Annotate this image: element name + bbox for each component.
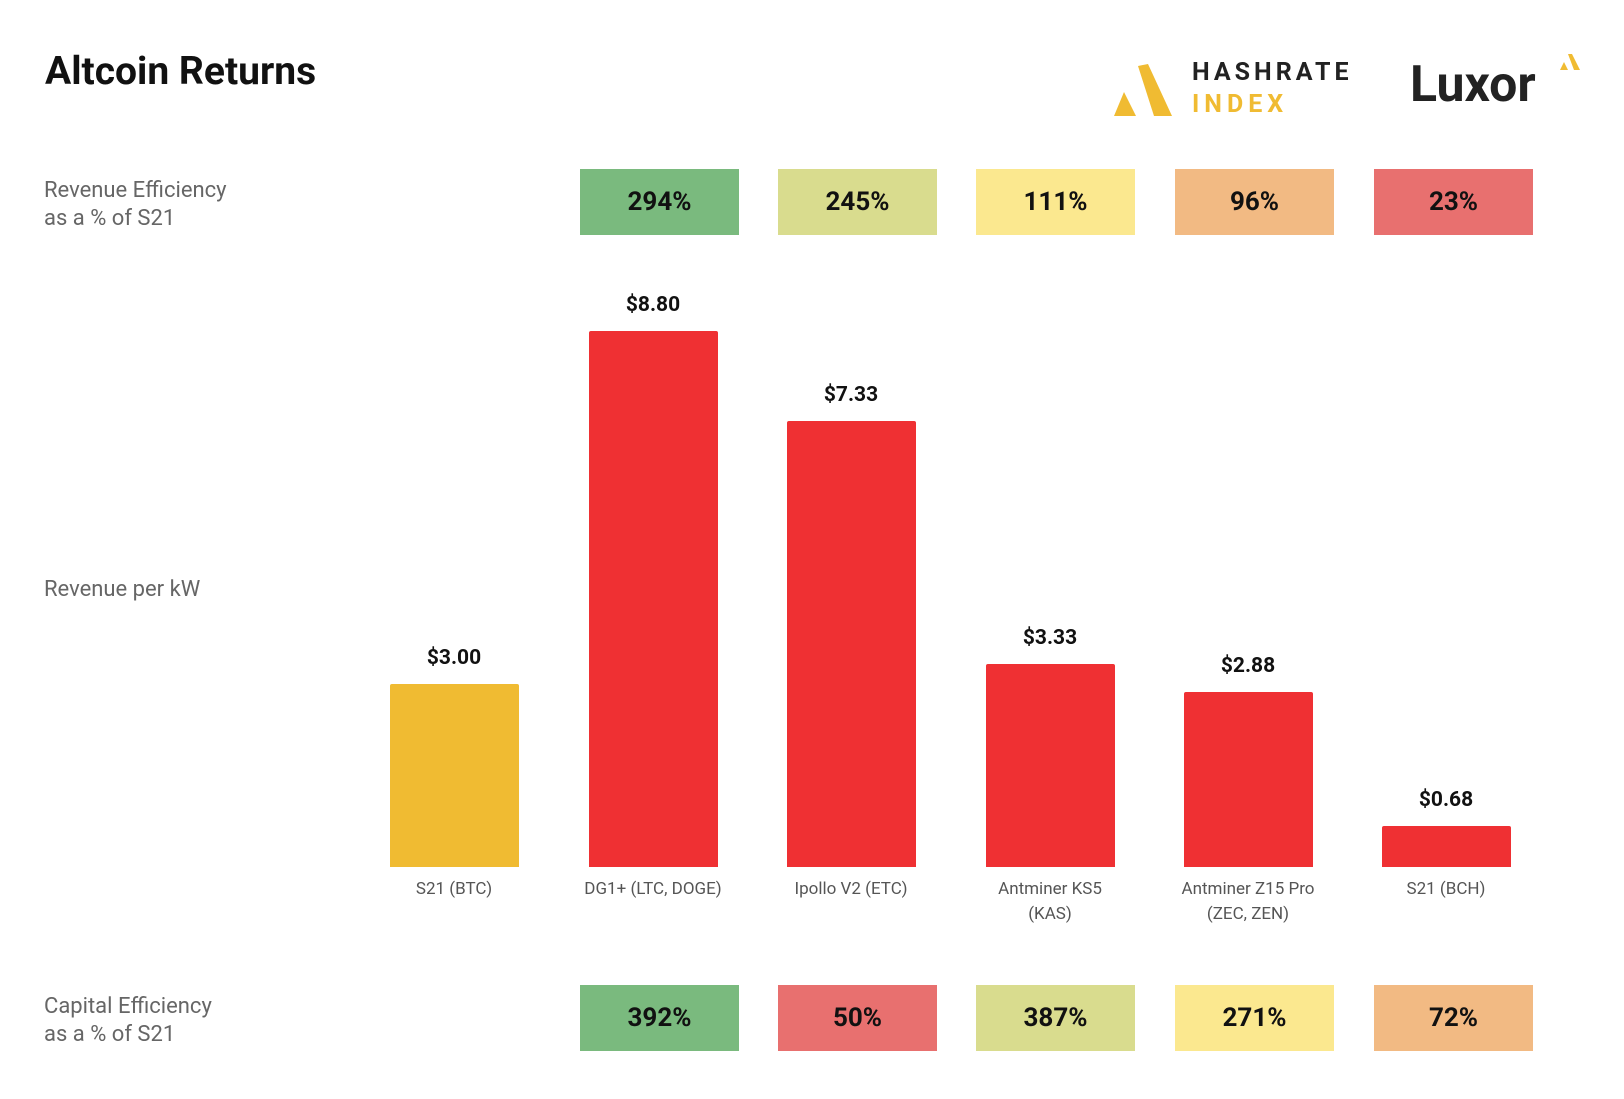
efficiency-cell: 72%: [1374, 985, 1533, 1051]
row-label: Capital Efficiency as a % of S21: [44, 994, 212, 1047]
bar: [1183, 691, 1313, 867]
value-label: $7.33: [823, 382, 879, 407]
title: Altcoin Returns: [45, 48, 317, 94]
x-tick-label: S21 (BTC): [415, 879, 493, 899]
hashrate-logo-text: HASHRATE: [1192, 58, 1353, 87]
efficiency-cell: 96%: [1175, 169, 1334, 235]
bar: [985, 664, 1115, 867]
y-axis-label: Revenue per kW: [44, 577, 201, 602]
efficiency-cell: 111%: [976, 169, 1135, 235]
value-label: $8.80: [625, 293, 681, 317]
efficiency-cell: 387%: [976, 985, 1135, 1051]
x-tick-label: S21 (BCH): [1406, 879, 1486, 899]
luxor-logo-text: Luxor: [1410, 56, 1536, 114]
bar: [588, 331, 718, 867]
row-label: Revenue Efficiency as a % of S21: [44, 178, 227, 231]
efficiency-cell: 271%: [1175, 985, 1334, 1051]
efficiency-cell: 50%: [778, 985, 937, 1051]
bar: [786, 420, 916, 867]
x-tick-label: Antminer Z15 Pro (ZEC, ZEN): [1181, 879, 1315, 924]
bar: [1381, 825, 1511, 867]
efficiency-cell: 392%: [580, 985, 739, 1051]
value-label: $2.88: [1220, 653, 1276, 678]
bar: [389, 684, 519, 867]
value-label: $3.00: [426, 646, 482, 671]
value-label: $3.33: [1022, 626, 1078, 651]
x-tick-label: Antminer KS5 (KAS): [998, 879, 1102, 924]
x-tick-label: Ipollo V2 (ETC): [794, 879, 908, 899]
x-tick-label: DG1+ (LTC, DOGE): [584, 879, 722, 899]
efficiency-cell: 245%: [778, 169, 937, 235]
luxor-logo-icon: [1560, 54, 1580, 70]
hashrate-logo-icon: [1114, 64, 1172, 116]
hashrate-logo-text: INDEX: [1192, 90, 1289, 119]
efficiency-cell: 23%: [1374, 169, 1533, 235]
value-label: $0.68: [1418, 787, 1474, 812]
efficiency-cell: 294%: [580, 169, 739, 235]
